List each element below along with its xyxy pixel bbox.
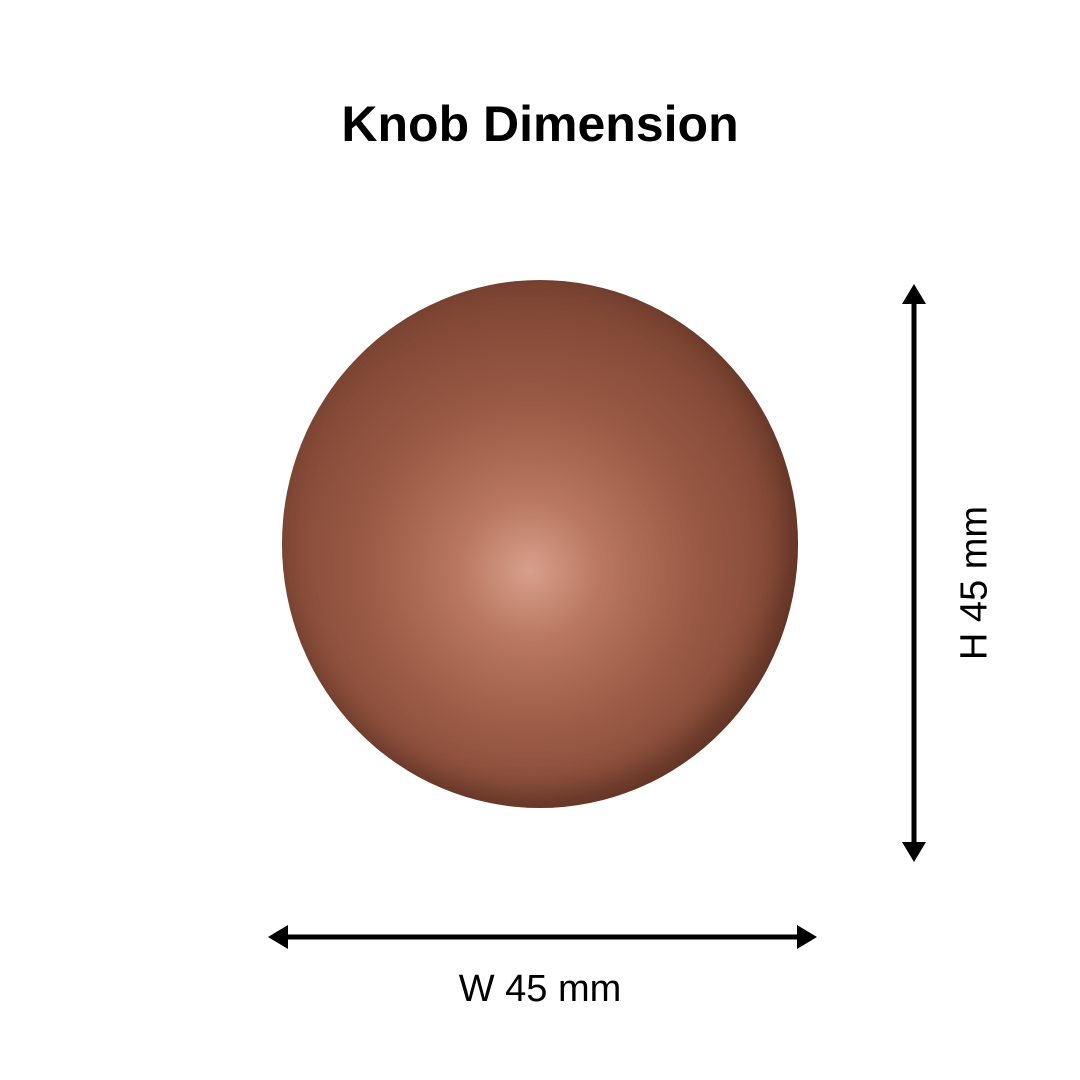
knob-image <box>282 280 798 808</box>
diagram-title: Knob Dimension <box>341 96 739 152</box>
height-label: H 45 mm <box>953 505 996 661</box>
width-label: W 45 mm <box>458 968 622 1010</box>
width-arrow <box>268 925 817 949</box>
height-arrow <box>902 284 926 862</box>
